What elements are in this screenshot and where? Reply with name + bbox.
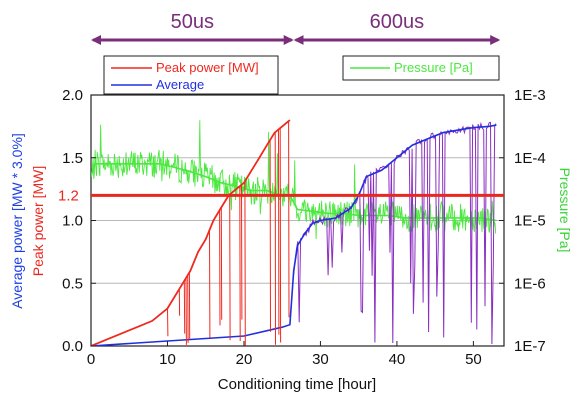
pressure-noise bbox=[91, 120, 497, 240]
legend-average: Average bbox=[156, 77, 204, 92]
y-left-tick-label: 1.0 bbox=[62, 213, 83, 230]
y-axis-label-pressure: Pressure [Pa] bbox=[557, 168, 570, 253]
legend-left: Peak power [MW] Average bbox=[103, 55, 279, 95]
x-tick-label: 20 bbox=[236, 351, 253, 368]
y-left-tick-label: 2.0 bbox=[62, 87, 83, 104]
x-tick-label: 10 bbox=[159, 351, 176, 368]
y-left-tick-label: 0.0 bbox=[62, 338, 83, 355]
axis-ticks: 0 10 20 30 40 50 0.0 0.5 1.0 1.5 2.0 1E-7 1E-6 1E-5 1E… bbox=[62, 87, 546, 368]
x-tick-label: 40 bbox=[389, 351, 406, 368]
y-right-tick-label: 1E-3 bbox=[514, 87, 546, 104]
gridlines bbox=[91, 157, 504, 284]
phase-annotations: 50us 600us bbox=[91, 11, 501, 45]
y-right-tick-label: 1E-5 bbox=[514, 213, 546, 230]
legend-right: Pressure [Pa] bbox=[342, 55, 500, 81]
phase-label: 50us bbox=[171, 11, 214, 33]
data-layer bbox=[91, 119, 504, 346]
y-left-tick-label: 0.5 bbox=[62, 275, 83, 292]
x-axis-label: Conditioning time [hour] bbox=[218, 376, 376, 393]
x-tick-label: 50 bbox=[465, 351, 482, 368]
y-axis-label-average: Average power [MW * 3.0%] bbox=[9, 133, 25, 309]
reference-line-label: 1.2 bbox=[58, 187, 79, 204]
phase-label: 600us bbox=[370, 11, 425, 33]
power-dips-overlay bbox=[293, 121, 497, 345]
series-average bbox=[91, 124, 497, 346]
y-right-tick-label: 1E-4 bbox=[514, 150, 546, 167]
x-tick-label: 0 bbox=[87, 351, 95, 368]
x-tick-label: 30 bbox=[312, 351, 329, 368]
legend-pressure: Pressure [Pa] bbox=[394, 60, 473, 75]
y-right-tick-label: 1E-7 bbox=[514, 338, 546, 355]
y-left-tick-label: 1.5 bbox=[62, 150, 83, 167]
peak-power-dips bbox=[167, 121, 290, 346]
legend-peak-power: Peak power [MW] bbox=[156, 60, 259, 75]
series-peak-power bbox=[91, 119, 291, 346]
y-right-tick-label: 1E-6 bbox=[514, 275, 546, 292]
y-axis-label-peak: Peak power [MW] bbox=[30, 166, 46, 276]
